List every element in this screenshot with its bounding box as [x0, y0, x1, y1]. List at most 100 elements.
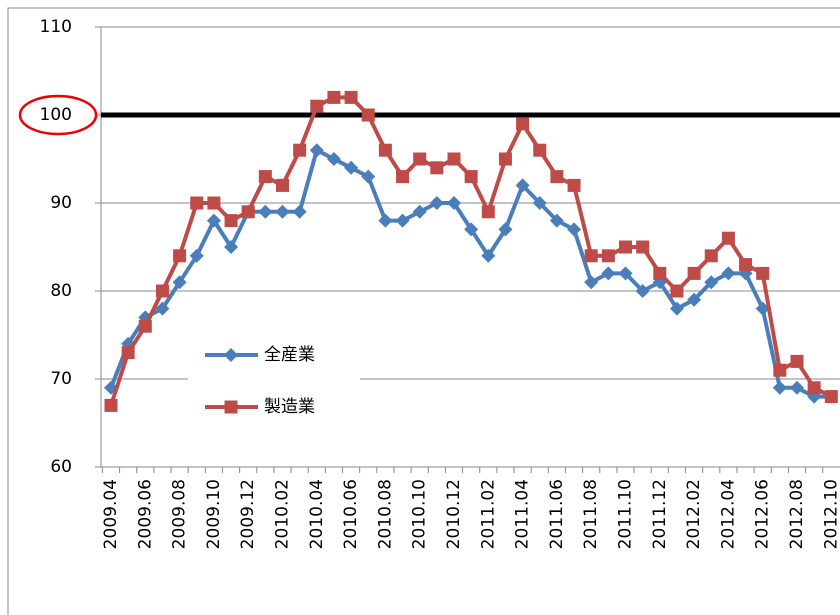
point: [481, 248, 496, 263]
point: [378, 143, 392, 157]
point: [173, 249, 187, 263]
point: [396, 170, 410, 184]
legend-marker: [224, 400, 238, 414]
point: [344, 90, 358, 104]
x-tick-label: 2012.08: [787, 479, 807, 549]
point: [429, 196, 444, 210]
point: [755, 301, 770, 316]
point: [155, 284, 169, 298]
point: [327, 90, 341, 104]
x-tick-label: 2012.06: [753, 479, 773, 549]
point: [275, 204, 290, 219]
x-tick-label: 2010.06: [341, 479, 361, 549]
point: [413, 152, 427, 166]
point: [773, 363, 787, 377]
point: [790, 354, 804, 368]
point: [430, 161, 444, 175]
point: [224, 214, 238, 228]
point: [669, 301, 684, 316]
x-tick-label: 2011.12: [650, 479, 670, 549]
point: [670, 284, 684, 298]
y-tick-label: 80: [50, 281, 72, 301]
point: [516, 117, 530, 131]
x-tick-label: 2010.02: [273, 479, 293, 549]
legend-marker: [224, 348, 238, 362]
point: [687, 292, 702, 307]
point: [464, 222, 479, 237]
x-tick-label: 2010.12: [444, 479, 464, 549]
y-tick-label: 90: [50, 193, 72, 213]
y-tick-label: 60: [50, 457, 72, 477]
point: [361, 169, 376, 184]
point: [704, 249, 718, 263]
point: [326, 152, 341, 166]
point: [104, 398, 118, 412]
point: [309, 143, 324, 158]
point: [498, 222, 513, 237]
x-tick-label: 2009.10: [204, 479, 224, 549]
point: [721, 266, 736, 281]
x-tick-label: 2010.08: [375, 479, 395, 549]
point: [361, 108, 375, 122]
point: [395, 213, 410, 228]
point: [464, 170, 478, 184]
point: [207, 196, 221, 210]
point: [190, 196, 204, 210]
x-tick-label: 2010.10: [410, 479, 430, 549]
point: [533, 143, 547, 157]
point: [293, 143, 307, 157]
x-tick-label: 2012.10: [821, 479, 840, 549]
point: [739, 258, 753, 272]
x-tick-label: 2009.06: [135, 479, 155, 549]
point: [172, 275, 187, 290]
point: [584, 249, 598, 263]
x-tick-label: 2012.04: [718, 479, 738, 549]
x-tick-label: 2011.02: [478, 479, 498, 549]
point: [601, 249, 615, 263]
y-tick-label: 100: [40, 105, 72, 125]
point: [772, 380, 787, 395]
point: [824, 390, 838, 404]
x-tick-label: 2012.02: [684, 479, 704, 549]
point: [412, 204, 427, 219]
point: [567, 178, 581, 192]
legend-label: 全産業: [264, 345, 315, 365]
x-tick-label: 2011.08: [581, 479, 601, 549]
x-tick-label: 2010.04: [307, 479, 327, 549]
point: [636, 240, 650, 254]
point: [619, 240, 632, 254]
point: [155, 301, 170, 316]
point: [618, 266, 633, 281]
point: [344, 160, 359, 175]
x-tick-label: 2011.04: [513, 479, 533, 549]
point: [721, 231, 735, 245]
point: [584, 275, 599, 290]
point: [704, 275, 719, 290]
point: [189, 248, 204, 263]
x-tick-label: 2009.12: [238, 479, 258, 549]
point: [378, 213, 393, 228]
point: [807, 381, 821, 395]
point: [224, 240, 239, 254]
point: [258, 170, 272, 184]
x-tick-label: 2011.06: [547, 479, 567, 549]
x-tick-label: 2009.08: [170, 479, 190, 549]
point: [635, 284, 650, 298]
point: [601, 266, 616, 281]
point: [258, 204, 273, 219]
point: [121, 346, 135, 360]
point: [138, 319, 152, 333]
point: [756, 266, 770, 280]
point: [532, 196, 547, 210]
x-tick-label: 2009.04: [101, 479, 121, 549]
point: [549, 213, 564, 228]
point: [447, 196, 461, 210]
point: [550, 170, 564, 184]
point: [498, 152, 512, 166]
x-tick-label: 2011.10: [616, 479, 636, 549]
point: [447, 152, 461, 166]
point: [292, 204, 307, 219]
y-tick-label: 110: [40, 17, 72, 37]
point: [241, 205, 255, 219]
